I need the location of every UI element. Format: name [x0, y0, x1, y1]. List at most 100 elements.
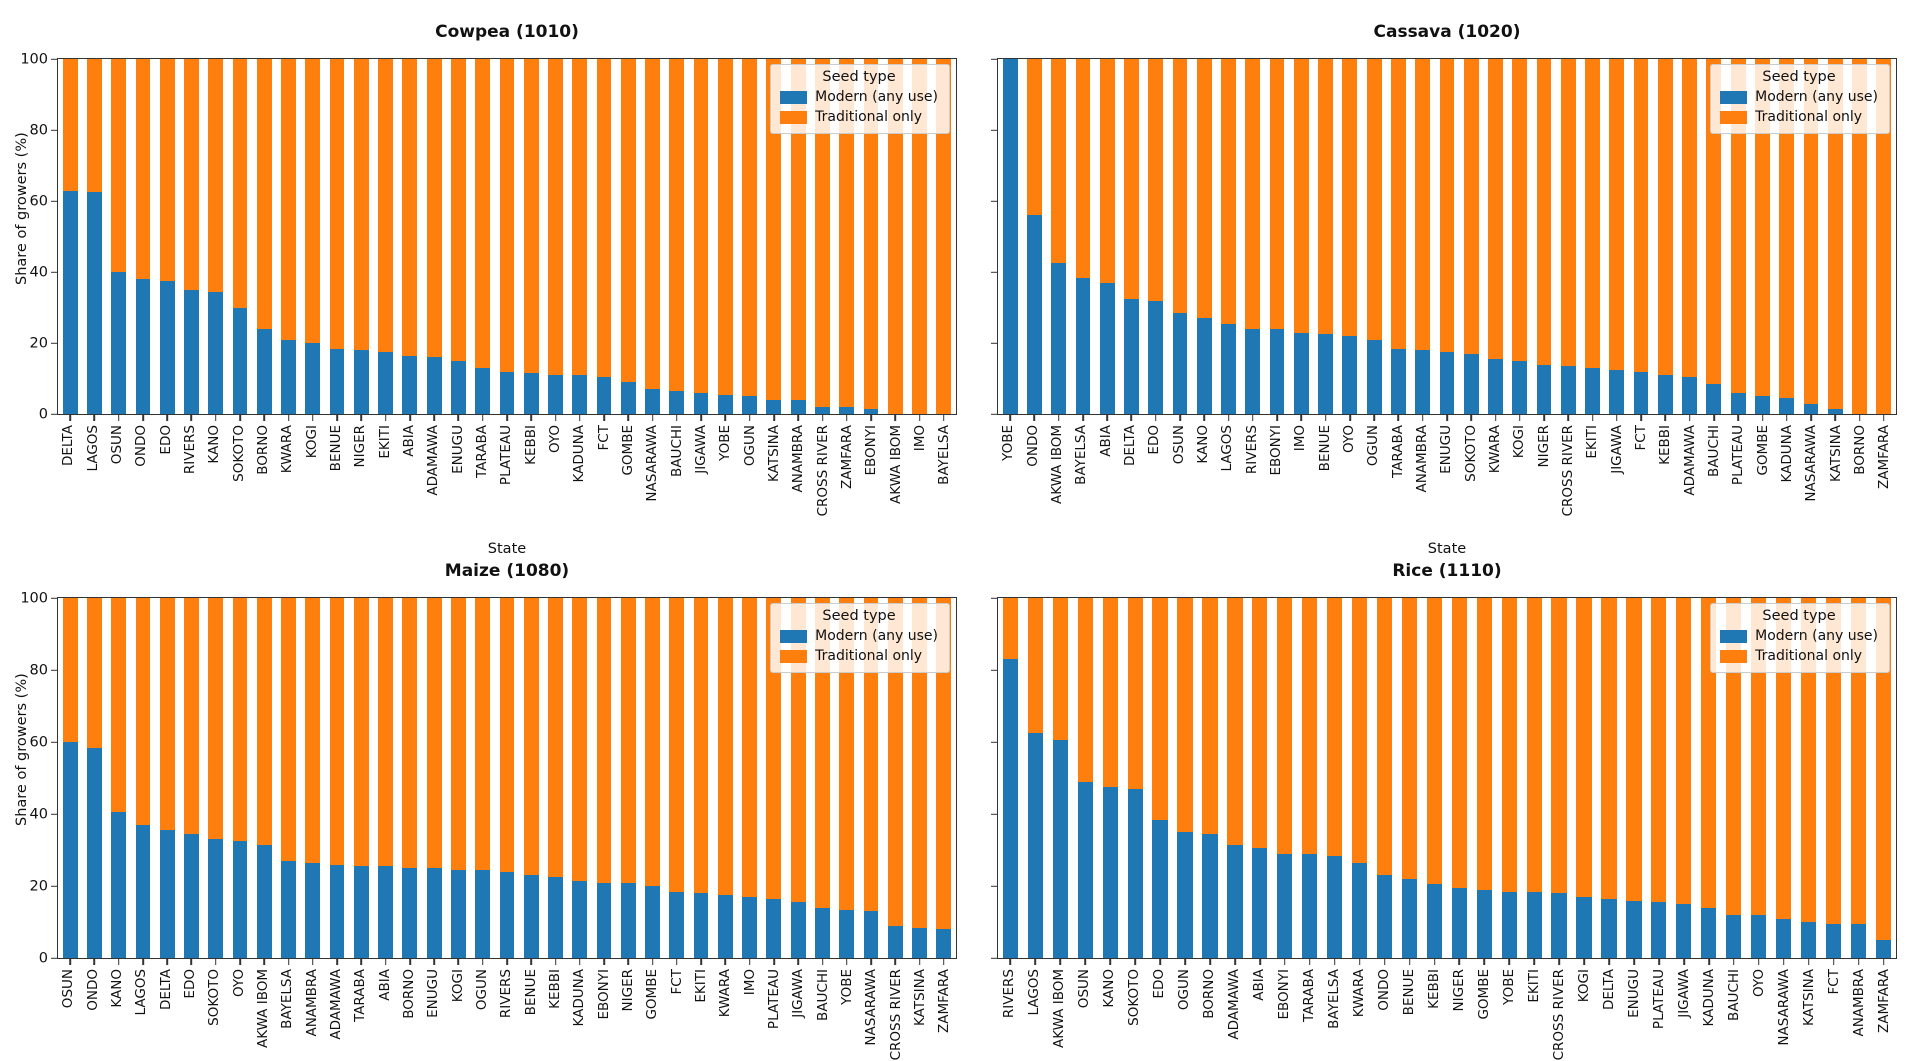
- modern-segment: [766, 898, 782, 959]
- bar-slot: [422, 59, 446, 415]
- bar-slot: [204, 59, 228, 415]
- x-axis-label: State: [487, 541, 527, 558]
- bar-slot: [471, 598, 495, 959]
- plot-wrap: Seed type Modern (any use) Traditional onl…: [991, 58, 1897, 422]
- bar-slot: [1173, 598, 1198, 959]
- traditional-swatch: [780, 110, 808, 124]
- stacked-bar: [1676, 598, 1692, 959]
- modern-segment: [499, 371, 515, 415]
- bar-slot: [640, 59, 664, 415]
- traditional-segment: [766, 598, 782, 899]
- traditional-segment: [1376, 598, 1393, 876]
- bar-slot: [998, 598, 1023, 959]
- x-tick-label: CROSS RIVER: [814, 425, 831, 517]
- modern-segment: [450, 870, 466, 959]
- traditional-segment: [184, 59, 199, 290]
- x-tick-mark: [1373, 414, 1375, 422]
- x-tick-label-slot: KADUNA: [1697, 969, 1722, 1061]
- x-tick-label-slot: EKITI: [373, 425, 397, 539]
- x-tick-label: NASARAWA: [644, 425, 661, 502]
- x-tick-label-slot: OSUN: [106, 425, 130, 539]
- modern-segment: [1252, 848, 1268, 959]
- traditional-segment: [1551, 598, 1567, 894]
- traditional-segment: [863, 598, 879, 912]
- x-tick-mark: [1259, 958, 1261, 966]
- stacked-bar: [1750, 598, 1767, 959]
- x-tick-mark: [1458, 958, 1461, 966]
- x-tick-label: KADUNA: [1778, 425, 1795, 483]
- modern-segment: [184, 289, 199, 415]
- x-tick-mark: [579, 958, 581, 966]
- bar-slot: [592, 598, 616, 959]
- legend-item: Traditional only: [780, 109, 938, 125]
- traditional-segment: [1706, 59, 1722, 385]
- x-tick-label-slot: OYO: [544, 425, 568, 539]
- x-tick-label: EDO: [1150, 969, 1167, 999]
- x-tick-label-slot: ABIA: [398, 425, 422, 539]
- traditional-segment: [912, 598, 927, 928]
- stacked-bar: [1415, 59, 1431, 415]
- x-tick-label-slot: RIVERS: [1240, 425, 1264, 539]
- x-tick-mark: [1284, 958, 1286, 966]
- stacked-bar: [1196, 59, 1212, 415]
- x-tick-label-slot: RIVERS: [179, 425, 203, 539]
- modern-segment: [1415, 350, 1431, 415]
- y-tick-label: 40: [29, 263, 48, 280]
- modern-segment: [1177, 832, 1193, 959]
- y-tick-mark: [51, 342, 58, 345]
- modern-segment: [305, 862, 321, 959]
- x-tick-label: EKITI: [376, 425, 393, 459]
- bar-slot: [1265, 59, 1289, 415]
- x-tick-label: JIGAWA: [790, 969, 807, 1018]
- x-tick-label: JIGAWA: [1675, 969, 1692, 1018]
- bar-slot: [1597, 598, 1622, 959]
- stacked-bar: [1852, 59, 1867, 415]
- x-tick-label: KWARA: [1350, 969, 1367, 1018]
- bar-slot: [446, 59, 470, 415]
- y-tick-label: 20: [29, 877, 48, 894]
- y-tick-mark: [51, 885, 58, 888]
- bar-slot: [58, 59, 82, 415]
- traditional-segment: [62, 598, 78, 743]
- x-tick-mark: [943, 958, 945, 966]
- stacked-bar: [523, 59, 539, 415]
- legend-title: Seed type: [1762, 608, 1836, 625]
- stacked-bar: [1051, 59, 1067, 415]
- x-tick-mark: [1358, 958, 1361, 966]
- traditional-segment: [1476, 598, 1492, 890]
- traditional-segment: [1876, 59, 1892, 415]
- bar-slot: [1338, 59, 1362, 415]
- modern-segment: [1027, 733, 1043, 959]
- traditional-segment: [1750, 598, 1767, 916]
- stacked-bar: [329, 59, 345, 415]
- bar-slot: [1746, 598, 1771, 959]
- bar-slot: [1572, 598, 1597, 959]
- bar-slot: [1799, 59, 1823, 415]
- stacked-bar: [62, 598, 78, 959]
- x-tick-mark: [1733, 958, 1735, 966]
- x-tick-label-slot: AKWA IBOM: [252, 969, 276, 1061]
- x-tick-label-slot: ZAMFARA: [1872, 969, 1897, 1061]
- bar-slot: [1098, 598, 1123, 959]
- x-tick-mark: [651, 414, 654, 422]
- traditional-segment: [1463, 59, 1479, 354]
- x-tick-mark: [1446, 414, 1448, 422]
- bar-slot: [1677, 59, 1701, 415]
- x-tick-label: FCT: [595, 425, 612, 451]
- x-tick-label-slot: OGUN: [1172, 969, 1197, 1061]
- bar-slot: [998, 59, 1022, 415]
- x-tick-label-slot: ONDO: [1372, 969, 1397, 1061]
- x-tick-mark: [409, 958, 411, 966]
- x-tick-mark: [1300, 414, 1303, 422]
- traditional-segment: [839, 59, 855, 408]
- plot-area: Seed type Modern (any use) Traditional onl…: [20, 52, 957, 422]
- stacked-bar: [790, 59, 806, 415]
- x-tick-label-slot: TARABA: [1297, 969, 1322, 1061]
- x-tick-label-slot: EDO: [1143, 425, 1167, 539]
- x-tick-label-slot: KADUNA: [568, 425, 592, 539]
- y-tick-mark: [991, 58, 998, 61]
- modern-segment: [402, 355, 418, 415]
- y-tick-label: 60: [29, 192, 48, 209]
- traditional-segment: [887, 598, 903, 926]
- x-tick-mark: [748, 414, 751, 422]
